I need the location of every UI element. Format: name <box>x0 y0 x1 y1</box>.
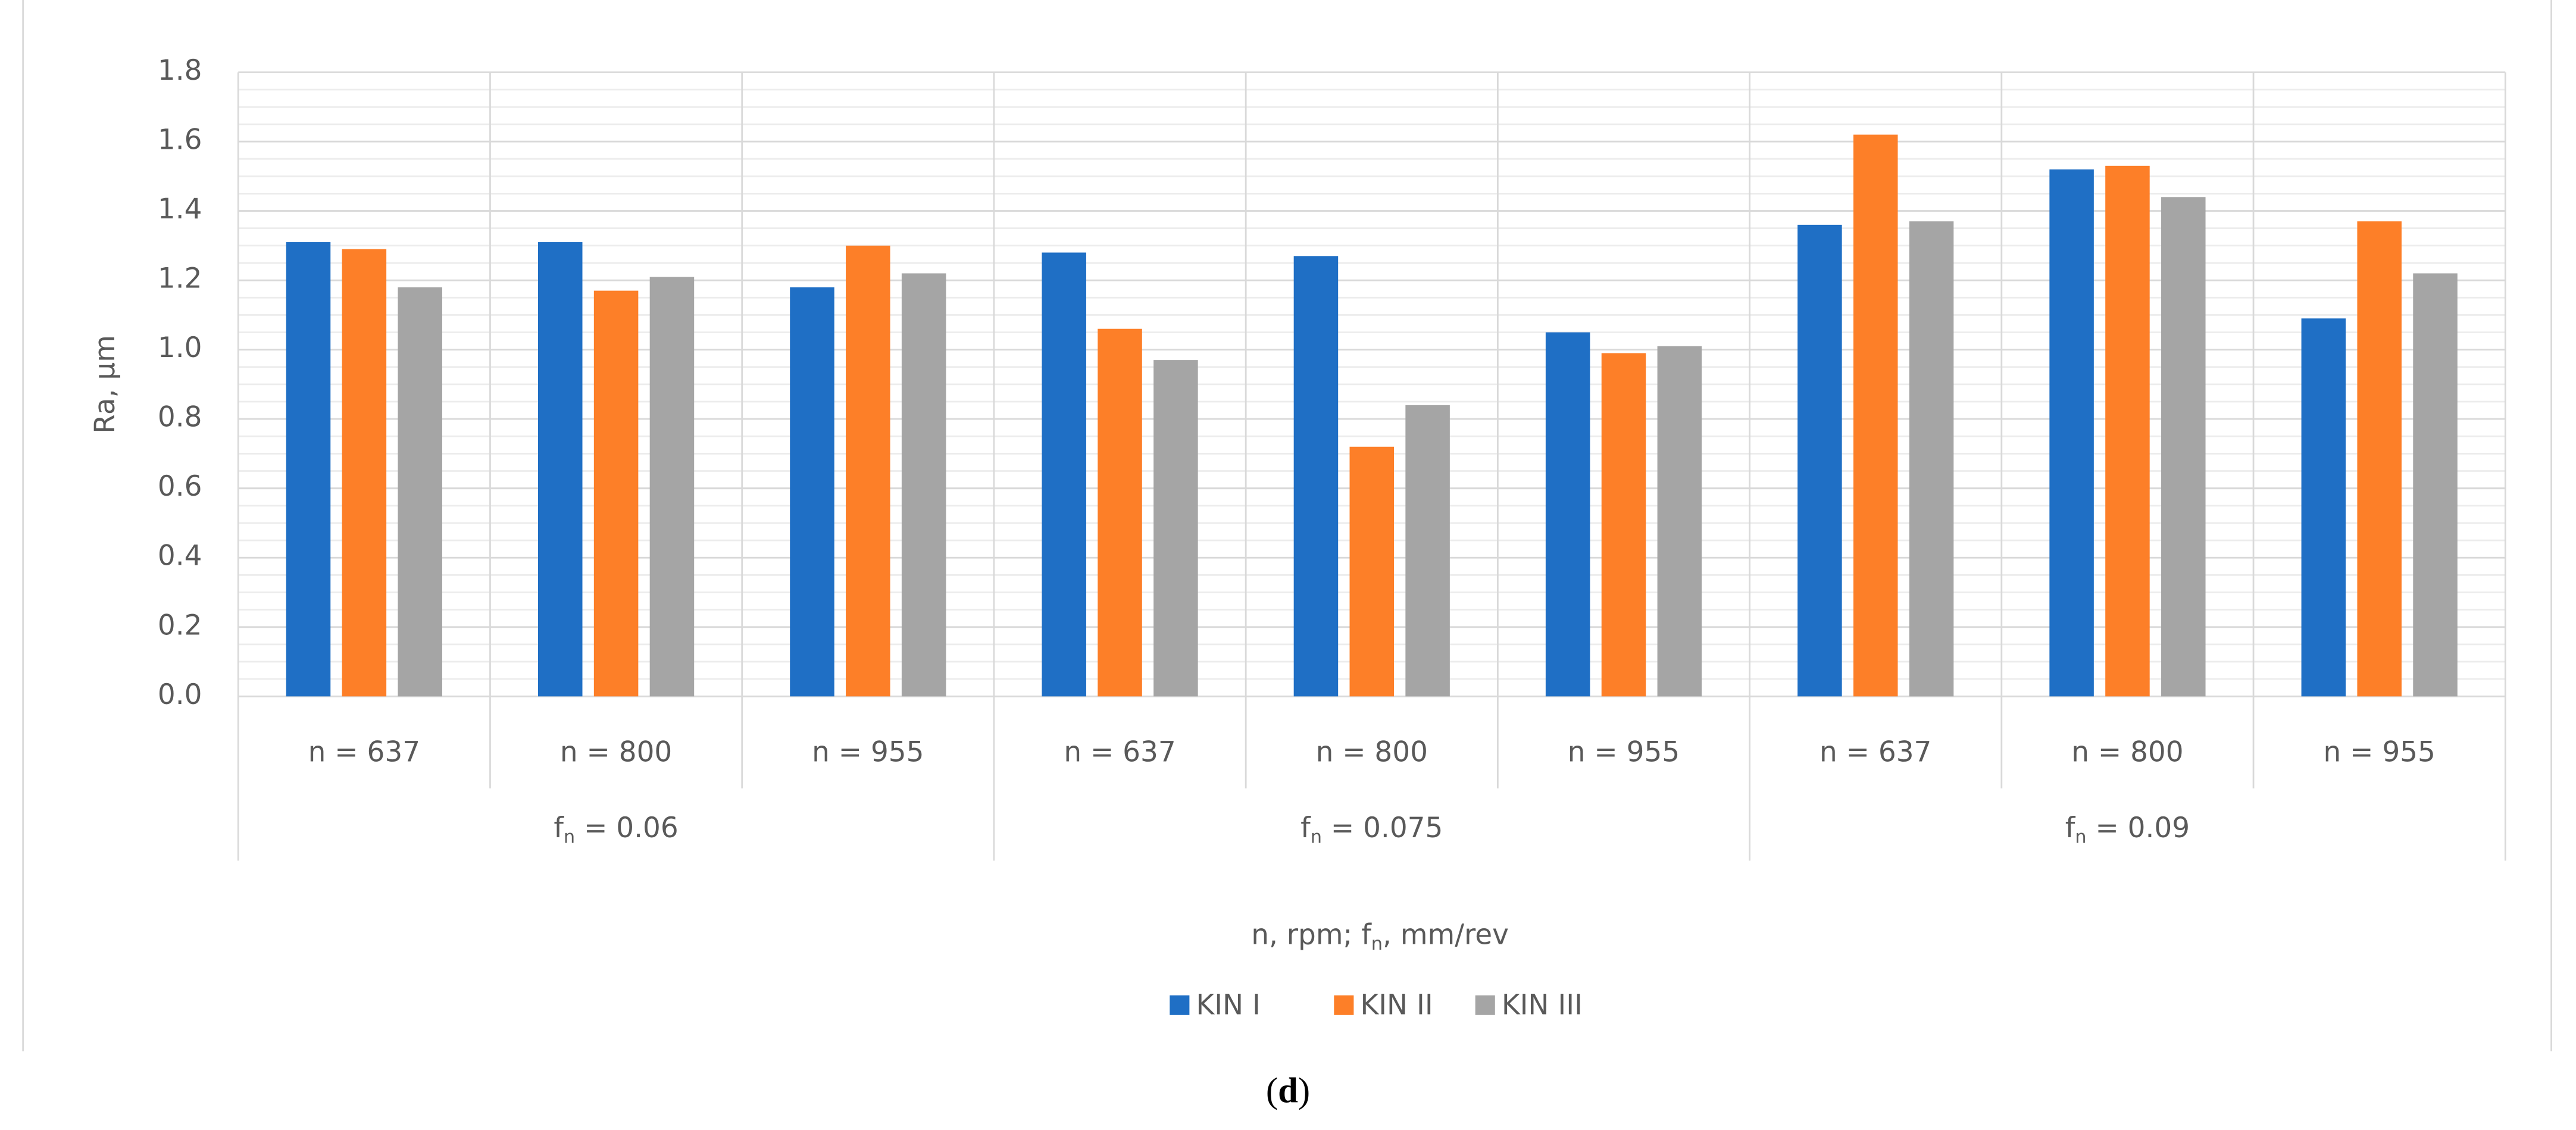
group-label: fn = 0.075 <box>1300 811 1443 847</box>
caption: (d) <box>1266 1070 1310 1110</box>
group-label: fn = 0.09 <box>2065 811 2190 847</box>
group-label-sub: n <box>564 827 575 847</box>
legend-swatch <box>1475 995 1495 1015</box>
caption-part: ) <box>1298 1070 1310 1110</box>
bar <box>2105 165 2150 697</box>
x-tick-label: n = 955 <box>1568 735 1680 768</box>
caption-part: d <box>1278 1070 1298 1110</box>
y-axis-title: Ra, µm <box>89 335 121 434</box>
bar <box>1797 224 1842 697</box>
bar <box>649 277 695 697</box>
bar <box>1601 353 1646 697</box>
group-label: fn = 0.06 <box>554 811 678 847</box>
group-label-part: f <box>1300 811 1311 844</box>
bar <box>537 242 583 697</box>
y-tick-label: 1.0 <box>158 331 202 364</box>
legend-swatch <box>1170 995 1190 1015</box>
group-label-part: = 0.075 <box>1322 811 1443 844</box>
bar <box>790 287 834 697</box>
y-tick-label: 0.4 <box>158 540 202 572</box>
legend-label: KIN I <box>1196 988 1260 1021</box>
group-label-part: f <box>2065 811 2076 844</box>
group-label-sub: n <box>2075 827 2086 847</box>
x-tick-label: n = 637 <box>1064 735 1176 768</box>
bar <box>2049 169 2094 697</box>
x-tick-label: n = 955 <box>812 735 924 768</box>
bar <box>1405 405 1450 697</box>
x-title-part: n, rpm; f <box>1251 918 1372 951</box>
bar <box>593 290 639 697</box>
y-tick-label: 1.8 <box>158 54 202 87</box>
x-axis-title: n, rpm; fn, mm/rev <box>1251 918 1509 954</box>
bar <box>2413 273 2458 697</box>
bar <box>2301 318 2346 697</box>
bar <box>846 245 890 697</box>
y-tick-label: 1.6 <box>158 123 202 156</box>
bar <box>1909 221 1954 697</box>
y-tick-label: 0.8 <box>158 401 202 434</box>
legend-label: KIN II <box>1360 988 1433 1021</box>
bar <box>901 273 946 697</box>
bar <box>2161 197 2206 697</box>
bar <box>2357 221 2402 697</box>
x-tick-label: n = 955 <box>2323 735 2435 768</box>
bar <box>398 287 442 697</box>
group-label-sub: n <box>1311 827 1322 847</box>
legend-label: KIN III <box>1502 988 1583 1021</box>
x-tick-label: n = 800 <box>1316 735 1428 768</box>
group-label-part: = 0.09 <box>2087 811 2190 844</box>
group-label-part: f <box>554 811 564 844</box>
y-tick-label: 0.6 <box>158 470 202 503</box>
x-tick-label: n = 800 <box>560 735 672 768</box>
y-tick-label: 0.0 <box>158 678 202 711</box>
y-tick-label: 0.2 <box>158 609 202 641</box>
bar <box>286 242 331 697</box>
group-label-part: = 0.06 <box>575 811 679 844</box>
x-tick-label: n = 637 <box>1820 735 1931 768</box>
bar <box>342 249 387 697</box>
bar <box>1042 252 1086 697</box>
x-title-part: , mm/rev <box>1383 918 1509 951</box>
x-tick-label: n = 800 <box>2071 735 2183 768</box>
x-tick-label: n = 637 <box>308 735 420 768</box>
bar <box>1153 360 1198 697</box>
bar <box>1098 328 1142 697</box>
bar <box>1545 332 1590 697</box>
y-tick-label: 1.4 <box>158 193 202 226</box>
x-title-sub: n <box>1371 934 1383 954</box>
bar <box>1853 134 1898 697</box>
bar <box>1349 446 1395 697</box>
bar <box>1293 256 1339 697</box>
legend-swatch <box>1334 995 1354 1015</box>
caption-part: ( <box>1266 1070 1278 1110</box>
y-tick-label: 1.2 <box>158 262 202 295</box>
bar <box>1657 346 1702 697</box>
